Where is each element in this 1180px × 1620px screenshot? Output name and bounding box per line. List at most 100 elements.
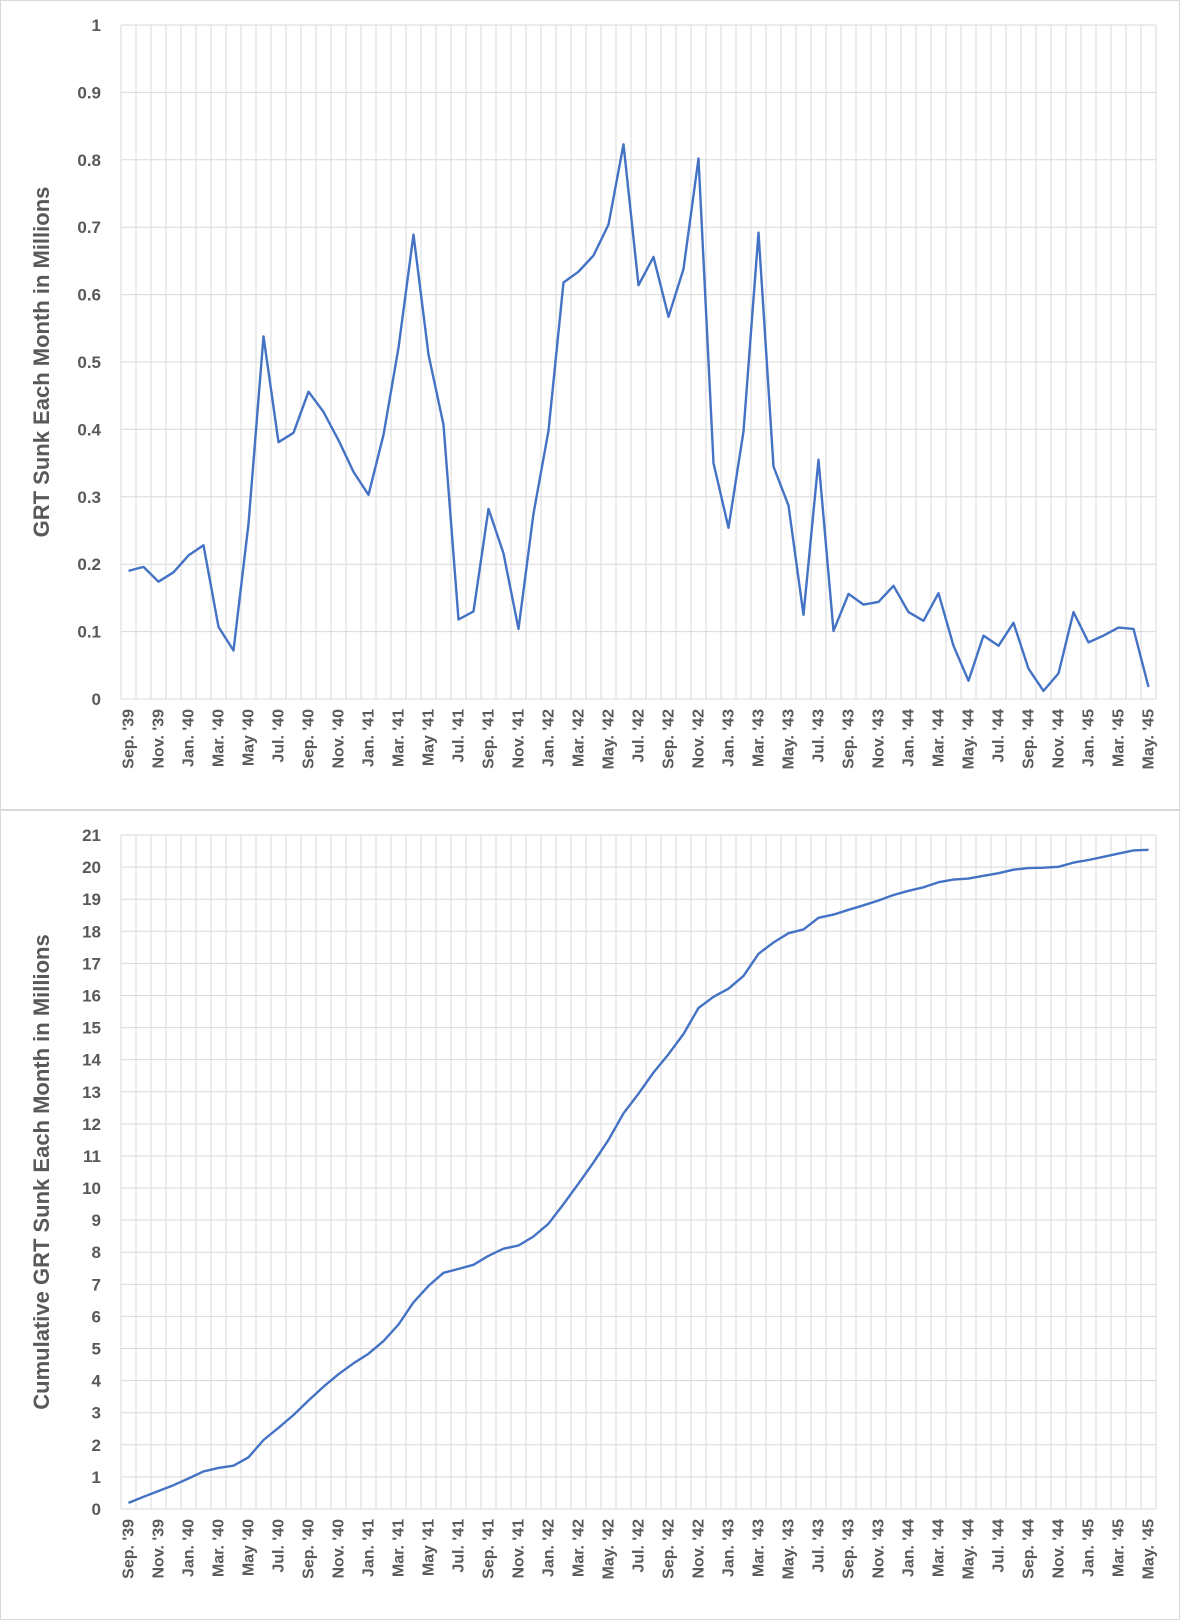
data-point bbox=[682, 1033, 684, 1035]
y-tick-label: 0 bbox=[92, 1500, 101, 1519]
top-y-axis-title: GRT Sunk Each Month in Millions bbox=[29, 187, 54, 538]
y-tick-label: 8 bbox=[92, 1243, 101, 1262]
data-point bbox=[1147, 686, 1149, 688]
y-tick-label: 6 bbox=[92, 1307, 101, 1326]
x-tick-label: Jul. '42 bbox=[631, 1519, 648, 1573]
x-tick-label: Jul. '41 bbox=[451, 709, 468, 763]
data-point bbox=[922, 620, 924, 622]
y-tick-label: 7 bbox=[92, 1275, 101, 1294]
data-point bbox=[727, 988, 729, 990]
data-point bbox=[637, 1092, 639, 1094]
x-tick-label: Mar. '42 bbox=[571, 1519, 588, 1577]
x-tick-label: May. '43 bbox=[781, 709, 798, 770]
y-tick-label: 0.9 bbox=[77, 83, 101, 102]
data-point bbox=[187, 1477, 189, 1479]
data-point bbox=[202, 1470, 204, 1472]
data-point bbox=[472, 610, 474, 612]
y-tick-label: 0.6 bbox=[77, 286, 101, 305]
x-tick-label: May '41 bbox=[421, 1519, 438, 1576]
y-tick-label: 18 bbox=[82, 922, 101, 941]
data-point bbox=[892, 585, 894, 587]
x-tick-label: Nov. '39 bbox=[151, 709, 168, 769]
y-tick-label: 0.7 bbox=[77, 218, 101, 237]
data-point bbox=[217, 626, 219, 628]
data-point bbox=[847, 593, 849, 595]
data-point bbox=[322, 411, 324, 413]
data-point bbox=[292, 1414, 294, 1416]
data-point bbox=[127, 1502, 129, 1504]
data-point bbox=[232, 649, 234, 651]
y-tick-label: 2 bbox=[92, 1436, 101, 1455]
y-tick-label: 3 bbox=[92, 1404, 101, 1423]
x-tick-label: May. '45 bbox=[1141, 709, 1158, 770]
data-point bbox=[1042, 690, 1044, 692]
x-tick-label: Sep. '39 bbox=[121, 709, 138, 769]
data-point bbox=[247, 523, 249, 525]
data-point bbox=[142, 1496, 144, 1498]
x-tick-label: Sep. '44 bbox=[1021, 709, 1038, 769]
data-point bbox=[772, 465, 774, 467]
data-point bbox=[367, 1352, 369, 1354]
data-point bbox=[382, 434, 384, 436]
data-point bbox=[607, 1139, 609, 1141]
data-point bbox=[292, 432, 294, 434]
x-tick-label: May. '42 bbox=[601, 709, 618, 770]
x-tick-label: Jul. '44 bbox=[991, 709, 1008, 763]
data-point bbox=[457, 618, 459, 620]
data-point bbox=[697, 1007, 699, 1009]
data-point bbox=[982, 875, 984, 877]
x-tick-label: May. '44 bbox=[961, 709, 978, 770]
x-tick-label: May '40 bbox=[241, 1519, 258, 1576]
x-tick-label: Nov. '42 bbox=[691, 1519, 708, 1579]
x-tick-label: Sep. '40 bbox=[301, 1519, 318, 1579]
x-tick-label: Mar. '42 bbox=[571, 709, 588, 767]
data-point bbox=[907, 611, 909, 613]
data-point bbox=[667, 1053, 669, 1055]
x-tick-label: Jul. '40 bbox=[271, 1519, 288, 1573]
y-tick-label: 0.4 bbox=[77, 420, 101, 439]
data-point bbox=[337, 439, 339, 441]
x-tick-label: Mar. '40 bbox=[211, 1519, 228, 1577]
y-tick-label: 4 bbox=[92, 1372, 102, 1391]
data-point bbox=[637, 284, 639, 286]
data-point bbox=[607, 223, 609, 225]
data-point bbox=[592, 1161, 594, 1163]
data-point bbox=[967, 877, 969, 879]
x-tick-label: Sep. '42 bbox=[661, 709, 678, 769]
data-point bbox=[517, 1244, 519, 1246]
data-point bbox=[667, 316, 669, 318]
x-tick-label: Jan. '42 bbox=[541, 1519, 558, 1577]
x-tick-label: Jan. '41 bbox=[361, 1519, 378, 1577]
data-point bbox=[1072, 861, 1074, 863]
data-point bbox=[352, 471, 354, 473]
data-point bbox=[1132, 628, 1134, 630]
x-tick-label: Jul. '42 bbox=[631, 709, 648, 763]
data-point bbox=[712, 462, 714, 464]
x-tick-label: Mar. '45 bbox=[1111, 709, 1128, 767]
data-point bbox=[877, 899, 879, 901]
data-point bbox=[727, 527, 729, 529]
y-tick-label: 0.3 bbox=[77, 488, 101, 507]
x-tick-label: Nov. '43 bbox=[871, 1519, 888, 1579]
data-point bbox=[997, 645, 999, 647]
x-tick-label: Jan. '45 bbox=[1081, 1519, 1098, 1577]
data-point bbox=[1117, 852, 1119, 854]
bottom-series-line bbox=[128, 848, 1149, 1505]
data-point bbox=[907, 890, 909, 892]
data-point bbox=[412, 1301, 414, 1303]
x-tick-label: Jan. '44 bbox=[901, 1519, 918, 1577]
bottom-data-points bbox=[127, 849, 1149, 1505]
bottom-y-axis-title: Cumulative GRT Sunk Each Month in Millio… bbox=[29, 934, 54, 1409]
data-point bbox=[157, 1490, 159, 1492]
x-tick-label: Nov. '40 bbox=[331, 709, 348, 769]
data-point bbox=[1012, 622, 1014, 624]
data-point bbox=[652, 256, 654, 258]
y-tick-label: 16 bbox=[82, 986, 101, 1005]
x-tick-label: Mar. '40 bbox=[211, 709, 228, 767]
y-tick-label: 13 bbox=[82, 1083, 101, 1102]
bottom-x-axis: Sep. '39 Nov. '39 Jan. '40 Mar. '40 May '40 J… bbox=[121, 1519, 1158, 1580]
y-tick-label: 1 bbox=[92, 1468, 101, 1487]
x-tick-label: Mar. '43 bbox=[751, 1519, 768, 1577]
data-point bbox=[172, 571, 174, 573]
data-point bbox=[592, 254, 594, 256]
